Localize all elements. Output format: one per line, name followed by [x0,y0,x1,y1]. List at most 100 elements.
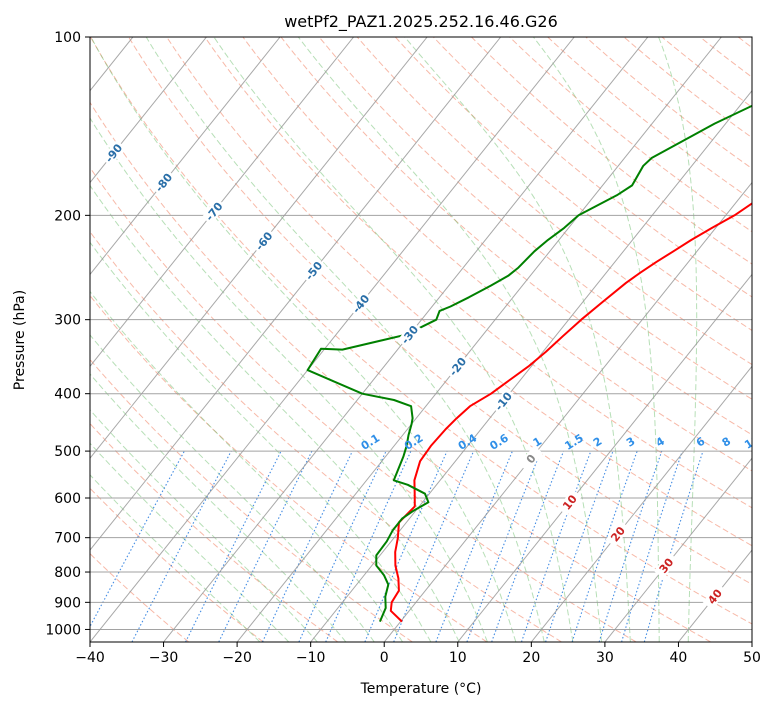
isotherm-label-bg [702,583,728,610]
moist-adiabat [145,37,545,642]
x-tick-label: 50 [743,650,761,666]
chart-title: wetPf2_PAZ1.2025.252.16.46.G26 [284,12,558,32]
isotherm [310,89,752,642]
y-tick-label: 600 [54,491,81,507]
isotherm-label-bg [151,169,176,196]
mixing-ratio-label: 0.1 [359,431,382,452]
moist-adiabat [90,37,517,642]
dry-adiabat [318,37,752,400]
isotherm-label-bg [653,552,679,579]
mixing-ratio-label: 8 [720,435,733,450]
isotherm [90,37,502,551]
dry-adiabat [509,37,752,233]
moist-adiabat [533,37,660,642]
moist-adiabat [90,409,318,642]
mixing-ratio-label: 2 [591,435,604,450]
mixing-ratio-line [90,450,185,628]
mixing-ratio-line [520,450,592,642]
dewpoint-line [306,104,752,622]
isotherm-label-bg [251,227,277,255]
x-tick-label: −40 [75,650,105,666]
dry-adiabat [394,37,752,332]
x-tick-label: 10 [449,650,467,666]
moist-adiabat [658,37,698,642]
isotherm-label-bg [201,198,227,225]
isotherm-label-bg [301,257,326,284]
mixing-ratio-line [466,450,542,642]
x-tick-label: 40 [670,650,688,666]
dry-adiabat [585,37,752,170]
moist-adiabat [90,474,261,642]
x-tick-label: −20 [222,650,252,666]
mixing-ratio-line [261,450,353,642]
isotherm-label-bg [348,290,373,317]
mixing-ratio-label: 10 [742,432,762,451]
x-tick-label: −30 [149,650,179,666]
isotherm [751,641,752,642]
isotherm-label-bg [51,110,75,136]
plot-frame [89,36,753,643]
dry-adiabat [547,37,752,201]
isotherm [90,37,428,460]
mixing-ratio-line [218,450,313,642]
mixing-ratio-label: 1.5 [562,431,585,452]
dry-adiabat [90,358,413,642]
y-tick-label: 800 [54,565,81,581]
dry-adiabat [204,37,752,509]
mixing-ratio-line [435,450,513,642]
dry-adiabat [128,37,752,585]
mixing-ratio-line [325,450,412,642]
isotherm [383,181,752,642]
y-tick-label: 1000 [45,622,81,638]
y-tick-label: 900 [54,595,81,611]
data-series [306,104,752,623]
x-tick-label: 0 [380,650,389,666]
mixing-ratio-label: 6 [694,434,708,449]
y-tick-label: 500 [54,444,81,460]
isotherm [90,37,207,184]
dry-adiabat [280,37,752,436]
isotherm [0,37,59,642]
mixing-ratio-line [364,450,448,642]
mixing-ratio-line [393,450,475,642]
isotherm-label-bg [397,321,422,348]
dry-adiabat [90,37,752,625]
isotherm-label-bg [101,139,126,167]
mixing-ratio-line [545,450,614,642]
mixing-ratio-line [185,450,282,642]
isotherm-label-bg [557,489,582,516]
isotherm-label: -100 [50,109,78,139]
x-tick-label: −10 [296,650,326,666]
x-tick-label: 30 [596,650,614,666]
isotherm-label-bg [605,520,630,548]
mixing-ratio-line [621,450,683,642]
y-axis-label: Pressure (hPa) [12,290,28,390]
isotherm [90,37,355,368]
isotherm [604,457,752,642]
dry-adiabat [90,230,562,642]
y-tick-label: 400 [54,387,81,403]
y-axis: 100 200 300 400 500 600 700 800 900 1000 [45,30,90,638]
dry-adiabat [90,101,712,642]
mixing-ratio-line [298,450,387,642]
isotherm-label-bg [445,353,470,380]
dry-adiabat [90,166,637,642]
moist-adiabat [90,334,375,642]
isotherm [90,37,575,642]
dry-adiabat [661,37,752,108]
isotherm [90,37,281,276]
moist-adiabat [213,37,574,642]
dry-adiabat [242,37,752,472]
dry-adiabat [90,553,190,642]
isotherm [236,37,722,642]
temperature-line [389,202,752,623]
moist-adiabat [90,241,432,642]
mixing-ratio-line [643,450,704,642]
mixing-ratio-line [598,450,663,642]
moist-adiabat [90,117,488,642]
mixing-ratio-label: 3 [624,435,637,450]
mixing-ratio-label: 13 [769,433,775,452]
isotherm [457,273,752,642]
dry-adiabat [737,37,752,49]
